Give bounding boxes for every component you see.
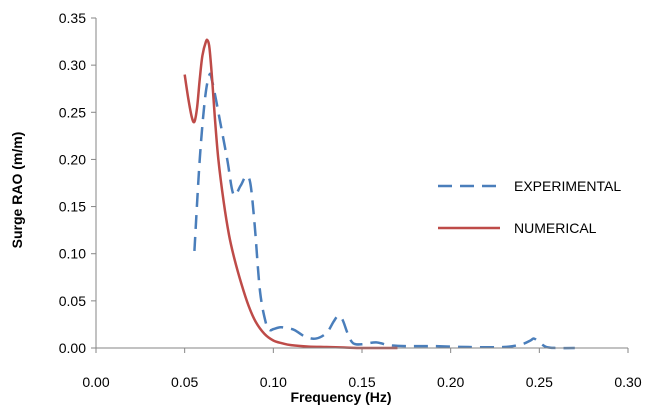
y-tick-label: 0.25 [59,104,86,120]
x-axis-ticks: 0.00 0.05 0.10 0.15 0.20 0.25 0.30 [82,348,642,390]
y-axis-title: Surge RAO (m/m) [9,132,25,249]
y-tick-label: 0.20 [59,151,86,167]
y-tick-label: 0.30 [59,57,86,73]
y-tick-label: 0.35 [59,10,86,26]
x-tick-label: 0.15 [348,374,375,390]
legend-label-experimental: EXPERIMENTAL [514,178,621,194]
x-tick-label: 0.10 [260,374,287,390]
x-tick-label: 0.20 [437,374,464,390]
y-axis-ticks: 0.00 0.05 0.10 0.15 0.20 0.25 0.30 0.35 [59,10,96,356]
x-tick-label: 0.00 [82,374,109,390]
x-tick-label: 0.30 [614,374,641,390]
x-tick-label: 0.05 [171,374,198,390]
series-layer [183,38,575,350]
y-tick-label: 0.00 [59,340,86,356]
legend: EXPERIMENTAL NUMERICAL [438,178,621,236]
legend-label-numerical: NUMERICAL [514,220,597,236]
x-tick-label: 0.25 [526,374,553,390]
series-line-numerical [183,38,398,350]
y-tick-label: 0.10 [59,246,86,262]
y-tick-label: 0.15 [59,199,86,215]
x-axis-title: Frequency (Hz) [290,389,391,405]
series-line-experimental [193,72,575,350]
y-tick-label: 0.05 [59,293,86,309]
